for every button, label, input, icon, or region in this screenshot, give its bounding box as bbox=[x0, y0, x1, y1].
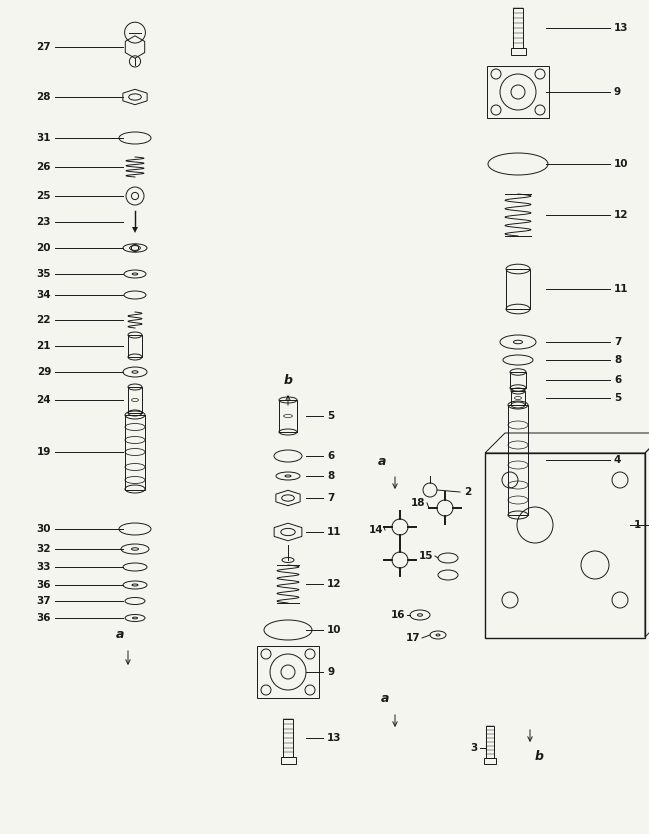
Text: 18: 18 bbox=[411, 498, 425, 508]
Bar bbox=[487, 66, 549, 118]
Text: 13: 13 bbox=[327, 733, 341, 743]
Text: 34: 34 bbox=[36, 290, 51, 300]
Text: 32: 32 bbox=[36, 544, 51, 554]
Text: 5: 5 bbox=[327, 411, 334, 421]
Bar bbox=[280, 757, 295, 764]
Text: 14: 14 bbox=[369, 525, 383, 535]
Text: 30: 30 bbox=[36, 524, 51, 534]
Text: 13: 13 bbox=[614, 23, 628, 33]
Bar bbox=[513, 8, 523, 48]
Text: 9: 9 bbox=[327, 667, 334, 677]
Bar bbox=[511, 48, 526, 55]
Bar bbox=[257, 646, 319, 698]
Bar bbox=[485, 453, 645, 638]
Text: 35: 35 bbox=[36, 269, 51, 279]
Text: 10: 10 bbox=[614, 159, 628, 169]
Bar bbox=[510, 372, 526, 388]
Text: 3: 3 bbox=[471, 743, 478, 753]
Text: 6: 6 bbox=[327, 451, 334, 461]
Text: 1: 1 bbox=[634, 520, 641, 530]
Text: 7: 7 bbox=[614, 337, 621, 347]
Text: 33: 33 bbox=[36, 562, 51, 572]
Text: 9: 9 bbox=[614, 87, 621, 97]
Bar bbox=[128, 335, 142, 357]
Bar bbox=[506, 269, 530, 309]
Text: 31: 31 bbox=[36, 133, 51, 143]
Text: 25: 25 bbox=[36, 191, 51, 201]
Bar bbox=[128, 387, 142, 413]
Text: 19: 19 bbox=[36, 447, 51, 457]
Text: a: a bbox=[116, 628, 124, 641]
Bar bbox=[484, 758, 496, 764]
Text: 8: 8 bbox=[614, 355, 621, 365]
Text: 21: 21 bbox=[36, 341, 51, 351]
Text: 20: 20 bbox=[36, 243, 51, 253]
Text: 27: 27 bbox=[36, 42, 51, 52]
Text: b: b bbox=[535, 750, 544, 763]
Bar bbox=[283, 719, 293, 757]
Text: 37: 37 bbox=[36, 596, 51, 606]
Bar bbox=[511, 391, 525, 405]
Text: 12: 12 bbox=[614, 210, 628, 220]
Text: 6: 6 bbox=[614, 375, 621, 385]
Text: 10: 10 bbox=[327, 625, 341, 635]
Text: 23: 23 bbox=[36, 217, 51, 227]
Text: 5: 5 bbox=[614, 393, 621, 403]
Text: 4: 4 bbox=[614, 455, 621, 465]
Text: 16: 16 bbox=[391, 610, 405, 620]
Bar bbox=[125, 415, 145, 490]
Text: a: a bbox=[378, 455, 386, 468]
Text: 36: 36 bbox=[36, 580, 51, 590]
Bar bbox=[486, 726, 494, 758]
Text: 11: 11 bbox=[614, 284, 628, 294]
Text: 12: 12 bbox=[327, 579, 341, 589]
Text: 8: 8 bbox=[327, 471, 334, 481]
Bar bbox=[279, 400, 297, 432]
Text: 29: 29 bbox=[36, 367, 51, 377]
Text: a: a bbox=[381, 692, 389, 705]
Text: 26: 26 bbox=[36, 162, 51, 172]
Text: 2: 2 bbox=[464, 487, 471, 497]
Text: 15: 15 bbox=[419, 551, 433, 561]
Text: 11: 11 bbox=[327, 527, 341, 537]
Text: 24: 24 bbox=[36, 395, 51, 405]
Text: 22: 22 bbox=[36, 315, 51, 325]
Text: 36: 36 bbox=[36, 613, 51, 623]
Text: 28: 28 bbox=[36, 92, 51, 102]
Text: b: b bbox=[284, 374, 293, 387]
Text: 17: 17 bbox=[406, 633, 420, 643]
Bar bbox=[508, 405, 528, 515]
Text: 7: 7 bbox=[327, 493, 334, 503]
Polygon shape bbox=[132, 227, 138, 233]
